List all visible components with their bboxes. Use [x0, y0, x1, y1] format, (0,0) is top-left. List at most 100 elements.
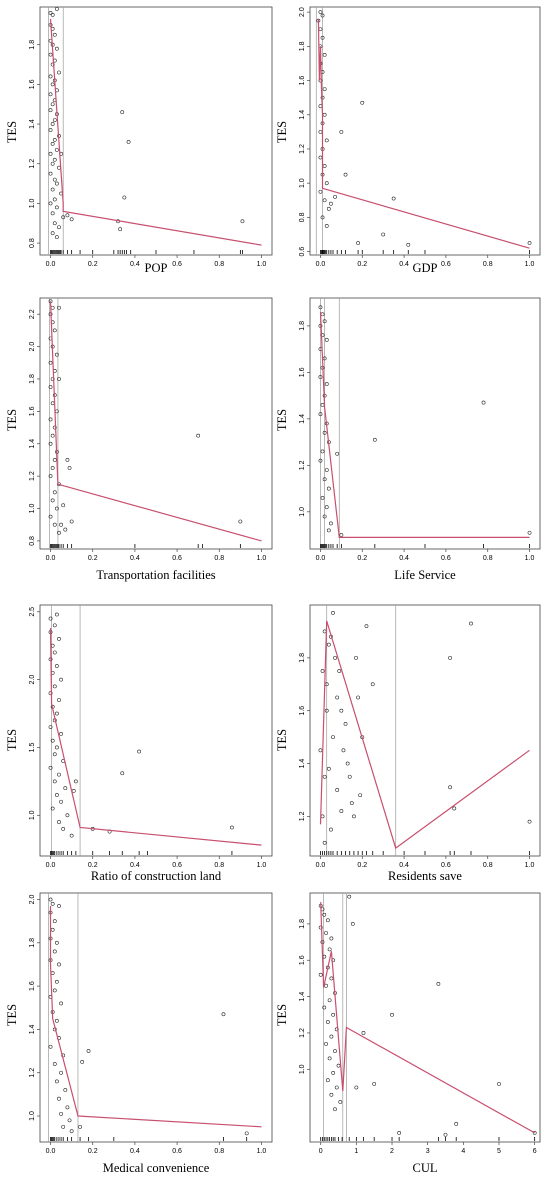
- x-axis-title: POP: [145, 261, 168, 275]
- data-point: [331, 1012, 336, 1017]
- data-point: [325, 1078, 330, 1083]
- data-point: [61, 826, 66, 831]
- data-point: [318, 155, 323, 160]
- y-tick-label: 1.0: [299, 1064, 306, 1074]
- data-point: [325, 918, 330, 923]
- x-tick-label: 1.0: [257, 862, 267, 869]
- data-point: [318, 27, 323, 32]
- y-tick-label: 1.6: [299, 367, 306, 377]
- data-point: [339, 129, 344, 134]
- data-point: [48, 691, 53, 696]
- x-tick-label: 4: [461, 1148, 465, 1155]
- data-point: [48, 474, 53, 479]
- x-axis-title: Transportation facilities: [96, 568, 215, 582]
- data-point: [52, 1062, 57, 1066]
- data-point: [63, 786, 68, 791]
- x-tick-label: 0.8: [214, 261, 224, 268]
- data-point: [48, 514, 53, 519]
- data-point: [52, 623, 57, 628]
- data-point: [318, 412, 323, 417]
- data-point: [356, 695, 360, 700]
- x-tick-label: 0.4: [130, 261, 140, 268]
- x-tick-label: 1.0: [525, 862, 535, 869]
- data-point: [448, 655, 452, 660]
- data-point: [322, 1005, 327, 1010]
- data-point: [372, 1081, 377, 1086]
- data-point: [48, 52, 53, 57]
- data-point: [48, 108, 53, 113]
- data-point: [50, 901, 55, 906]
- data-point: [48, 725, 53, 730]
- data-point: [324, 505, 329, 510]
- data-point: [59, 799, 63, 804]
- data-point: [324, 931, 328, 935]
- fit-line: [49, 628, 262, 846]
- data-point: [52, 32, 57, 37]
- data-point: [240, 219, 245, 224]
- data-point: [324, 138, 329, 143]
- data-point: [120, 110, 125, 115]
- x-tick-label: 0.4: [399, 555, 409, 562]
- data-point: [339, 708, 344, 713]
- data-point: [52, 684, 57, 689]
- data-point: [61, 1124, 66, 1129]
- y-tick-label: 1.0: [29, 810, 36, 820]
- data-point: [454, 1121, 459, 1126]
- data-point: [57, 772, 61, 777]
- data-point: [126, 140, 131, 144]
- data-point: [341, 748, 346, 753]
- y-tick-label: 1.0: [29, 1111, 36, 1121]
- x-tick-label: 0.6: [441, 261, 451, 268]
- data-point: [452, 806, 457, 811]
- data-point: [336, 1063, 341, 1068]
- plot-frame: [309, 6, 541, 256]
- data-point: [322, 774, 327, 779]
- fit-line: [319, 311, 530, 539]
- data-point: [48, 417, 53, 422]
- data-point: [54, 711, 59, 716]
- y-axis-title: TES: [275, 1004, 289, 1026]
- data-point: [67, 1118, 72, 1123]
- data-point: [338, 1100, 343, 1104]
- data-point: [325, 1020, 330, 1024]
- data-point: [322, 319, 327, 324]
- data-point: [329, 201, 333, 206]
- data-point: [52, 458, 57, 462]
- data-point: [48, 151, 53, 156]
- data-point: [59, 1001, 63, 1006]
- data-point: [52, 425, 57, 430]
- y-tick-label: 1.2: [299, 811, 306, 821]
- data-point: [50, 211, 55, 216]
- data-point: [63, 527, 68, 532]
- data-point: [339, 533, 344, 537]
- data-point: [54, 612, 59, 617]
- x-axis-title: Ratio of construction land: [91, 869, 222, 883]
- data-point: [50, 971, 55, 976]
- data-point: [318, 458, 323, 463]
- fit-line: [320, 902, 535, 1134]
- data-point: [52, 118, 57, 122]
- data-point: [318, 305, 323, 310]
- data-point: [50, 927, 55, 932]
- y-tick-label: 1.4: [299, 414, 306, 424]
- data-point: [326, 766, 331, 771]
- y-tick-label: 1.4: [299, 992, 306, 1002]
- data-point: [361, 1031, 366, 1035]
- data-point: [318, 78, 323, 83]
- data-point: [78, 1124, 82, 1129]
- data-point: [333, 194, 337, 199]
- data-point: [48, 92, 53, 97]
- y-tick-label: 2.0: [29, 342, 36, 352]
- data-point: [320, 449, 325, 454]
- data-point: [48, 11, 53, 15]
- data-point: [327, 947, 332, 952]
- data-point: [318, 129, 323, 134]
- data-point: [436, 981, 441, 986]
- x-tick-label: 0.2: [88, 261, 98, 268]
- chart-panel: 0.0 0.2 0.4 0.6 0.8 1.0 0.6 0.8 1.0 1.2 1.4 1.6 1.8 2…: [275, 6, 541, 275]
- y-axis-title: TES: [275, 121, 289, 143]
- plot-frame: [309, 892, 541, 1143]
- chart-panel: 0.0 0.2 0.4 0.6 0.8 1.0 0.8 1.0 1.2 1.4 1.6 1.8 POP T…: [5, 6, 273, 275]
- data-point: [329, 1034, 334, 1039]
- x-axis-title: Medical convenience: [103, 1161, 210, 1175]
